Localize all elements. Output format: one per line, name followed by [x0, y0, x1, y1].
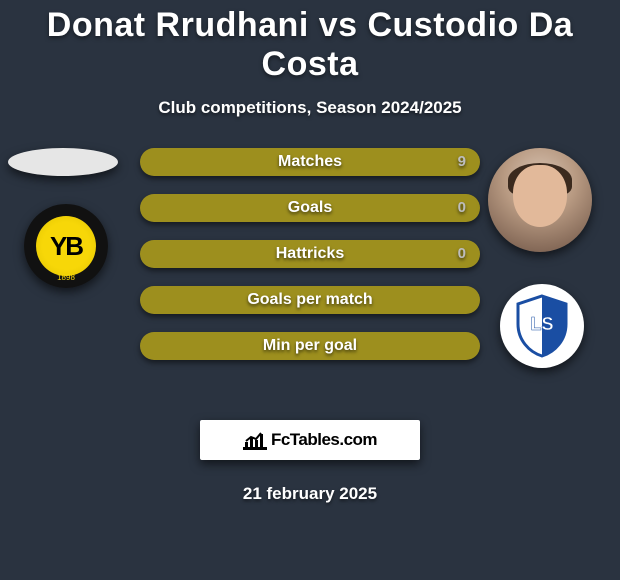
stat-bar-goals-per-match: Goals per match — [140, 286, 480, 314]
date-label: 21 february 2025 — [0, 484, 620, 504]
chart-icon — [243, 430, 267, 450]
stat-value-right: 0 — [458, 194, 466, 222]
stat-value-right: 0 — [458, 240, 466, 268]
stat-value-right: 9 — [458, 148, 466, 176]
club-right-badge-text: LS — [530, 314, 553, 334]
player-left-photo — [8, 148, 118, 176]
stat-bar-goals: Goals 0 — [140, 194, 480, 222]
stat-label: Min per goal — [140, 332, 480, 360]
stat-bar-hattricks: Hattricks 0 — [140, 240, 480, 268]
club-left-badge-text: YB — [36, 216, 96, 276]
stat-label: Matches — [140, 148, 480, 176]
stat-label: Goals per match — [140, 286, 480, 314]
comparison-card: Donat Rrudhani vs Custodio Da Costa Club… — [0, 0, 620, 504]
comparison-body: YB 1898 Matches 9 Goals 0 Hattricks 0 Go… — [0, 148, 620, 388]
player-right-photo — [488, 148, 592, 252]
stat-bars: Matches 9 Goals 0 Hattricks 0 Goals per … — [140, 148, 480, 378]
club-left-logo: YB 1898 — [24, 204, 108, 288]
subtitle: Club competitions, Season 2024/2025 — [0, 98, 620, 118]
stat-label: Goals — [140, 194, 480, 222]
club-left-year: 1898 — [24, 273, 108, 282]
brand-badge: FcTables.com — [200, 420, 420, 460]
shield-icon: LS — [514, 294, 570, 358]
stat-bar-min-per-goal: Min per goal — [140, 332, 480, 360]
stat-bar-matches: Matches 9 — [140, 148, 480, 176]
page-title: Donat Rrudhani vs Custodio Da Costa — [0, 6, 620, 84]
stat-label: Hattricks — [140, 240, 480, 268]
brand-label: FcTables.com — [271, 430, 377, 450]
club-right-logo: LS — [500, 284, 584, 368]
